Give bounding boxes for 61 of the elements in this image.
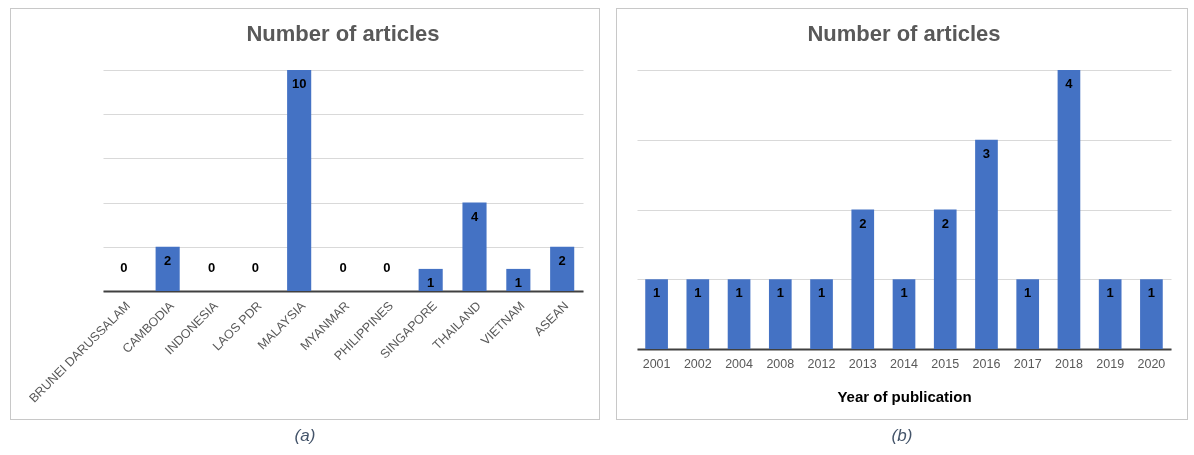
bar: [462, 202, 487, 291]
x-tick-label: 2002: [683, 356, 712, 371]
bar: [287, 70, 312, 291]
data-label: 1: [900, 285, 908, 301]
data-label: 2: [859, 215, 867, 231]
text: (b): [891, 426, 913, 446]
data-label: 1: [1147, 285, 1156, 301]
bar: [810, 279, 833, 349]
data-label: 0: [120, 260, 128, 275]
bar: [892, 279, 916, 349]
x-axis-title: Year of publication: [837, 388, 972, 405]
x-tick-label: 2012: [807, 356, 836, 371]
data-label: 1: [776, 285, 784, 301]
data-label: 2: [558, 252, 566, 268]
bar: [975, 139, 998, 349]
bar: [418, 268, 443, 291]
data-label: 10: [291, 76, 307, 91]
data-label: 0: [339, 260, 347, 275]
data-label: 4: [1065, 76, 1074, 91]
data-label: 1: [1106, 285, 1114, 301]
data-label: 1: [694, 285, 702, 301]
data-label: 1: [817, 285, 826, 301]
data-label: 0: [383, 260, 391, 275]
bar: [550, 246, 575, 291]
x-tick-label: 2019: [1096, 356, 1125, 371]
data-label: 0: [207, 260, 216, 275]
bar: [851, 209, 875, 349]
data-label: 1: [652, 285, 661, 301]
data-label: 2: [164, 252, 172, 268]
x-tick-label: 2020: [1137, 356, 1166, 371]
bar: [1098, 279, 1122, 349]
data-label: 3: [982, 145, 991, 161]
data-label: 0: [251, 260, 259, 275]
text: (a): [294, 426, 316, 446]
data-label: 2: [941, 215, 949, 231]
x-tick-label: 2013: [848, 356, 877, 371]
x-tick-label: 2004: [725, 356, 754, 371]
bar: [155, 246, 180, 291]
x-tick-label: 2014: [890, 356, 918, 371]
bar: [933, 209, 957, 349]
bar: [1057, 70, 1081, 349]
x-tick-label: 2018: [1055, 356, 1083, 371]
x-tick-label: 2001: [642, 356, 671, 371]
bar: [506, 268, 531, 291]
x-tick-label: 2017: [1013, 356, 1042, 371]
x-tick-label: 2008: [766, 356, 795, 371]
bar: [768, 279, 792, 349]
bar: [645, 279, 668, 349]
bar: [727, 279, 751, 349]
bar: [1140, 279, 1163, 349]
x-tick-label: 2015: [931, 356, 960, 371]
data-label: 1: [427, 274, 435, 290]
bar: [686, 279, 710, 349]
chart-title: Number of articles: [246, 21, 440, 46]
chart-title: Number of articles: [807, 21, 1001, 46]
data-label: 1: [1024, 285, 1032, 301]
data-label: 1: [735, 285, 743, 301]
x-tick-label: 2016: [972, 356, 1001, 371]
bar: [1016, 279, 1040, 349]
data-label: 1: [514, 274, 522, 290]
data-label: 4: [470, 208, 479, 224]
